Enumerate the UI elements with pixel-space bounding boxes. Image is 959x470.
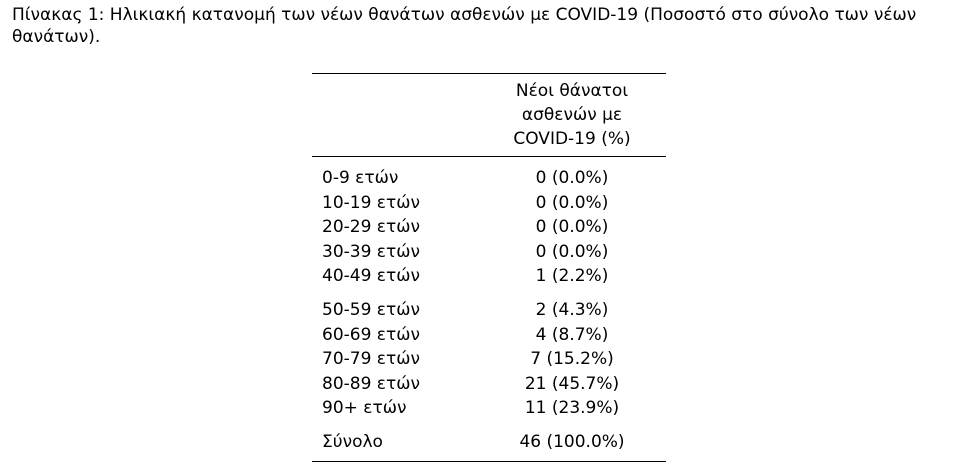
age-group-label: 90+ ετών: [322, 398, 407, 419]
table-row: 10-19 ετών 0 (0.0%): [312, 191, 666, 216]
deaths-value: 0 (0.0%): [535, 168, 609, 188]
deaths-value: 0 (0.0%): [535, 192, 609, 213]
column-header-new-deaths: Νέοι θάνατοι ασθενών με COVID-19 (%): [502, 79, 642, 151]
age-group-label: 40-49 ετών: [322, 266, 420, 287]
column-header-line-3: COVID-19 (%): [513, 129, 631, 149]
table-row: 70-79 ετών 7 (15.2%): [312, 347, 666, 372]
deaths-value: 0 (0.0%): [535, 217, 609, 238]
total-value: 46 (100.0%): [519, 431, 625, 452]
age-group-label: 20-29 ετών: [322, 217, 420, 238]
age-group-label: 80-89 ετών: [322, 373, 420, 394]
table-top-rule: [312, 73, 666, 74]
age-group-label: 50-59 ετών: [322, 299, 420, 320]
deaths-value: 4 (8.7%): [535, 324, 609, 345]
caption-line-1: Πίνακας 1: Ηλικιακή κατανομή των νέων θα…: [12, 5, 917, 25]
table-row: 30-39 ετών 0 (0.0%): [312, 240, 666, 265]
total-row: Σύνολο 46 (100.0%): [312, 430, 666, 455]
table-row: 40-49 ετών 1 (2.2%): [312, 264, 666, 289]
deaths-value: 1 (2.2%): [535, 266, 609, 287]
deaths-value: 11 (23.9%): [524, 398, 620, 419]
table-header: Νέοι θάνατοι ασθενών με COVID-19 (%): [312, 74, 666, 156]
deaths-by-age-table: Νέοι θάνατοι ασθενών με COVID-19 (%) 0-9…: [312, 73, 666, 462]
table-row: 50-59 ετών 2 (4.3%): [312, 298, 666, 323]
deaths-value: 7 (15.2%): [530, 349, 614, 370]
deaths-value: 0 (0.0%): [535, 241, 609, 262]
table-caption: Πίνακας 1: Ηλικιακή κατανομή των νέων θα…: [12, 4, 952, 48]
table-row: 60-69 ετών 4 (8.7%): [312, 323, 666, 348]
table-bottom-rule: [312, 460, 666, 462]
total-label: Σύνολο: [322, 431, 383, 452]
age-group-label: 30-39 ετών: [322, 241, 420, 262]
column-header-line-1: Νέοι θάνατοι: [515, 81, 629, 101]
table-header-rule: [312, 156, 666, 157]
table-row: 80-89 ετών 21 (45.7%): [312, 372, 666, 397]
table-row: 0-9 ετών 0 (0.0%): [312, 166, 666, 191]
table-row: 20-29 ετών 0 (0.0%): [312, 215, 666, 240]
age-group-label: 0-9 ετών: [322, 168, 399, 188]
caption-line-2: θανάτων).: [12, 27, 101, 47]
column-header-line-2: ασθενών με: [521, 105, 623, 125]
age-group-label: 10-19 ετών: [322, 192, 420, 213]
deaths-value: 2 (4.3%): [535, 299, 609, 320]
age-group-label: 70-79 ετών: [322, 349, 420, 370]
age-group-label: 60-69 ετών: [322, 324, 420, 345]
age-group-block-1: 0-9 ετών 0 (0.0%) 10-19 ετών 0 (0.0%) 20…: [312, 166, 666, 289]
table-row: 90+ ετών 11 (23.9%): [312, 396, 666, 421]
age-group-block-2: 50-59 ετών 2 (4.3%) 60-69 ετών 4 (8.7%) …: [312, 298, 666, 421]
deaths-value: 21 (45.7%): [524, 373, 620, 394]
